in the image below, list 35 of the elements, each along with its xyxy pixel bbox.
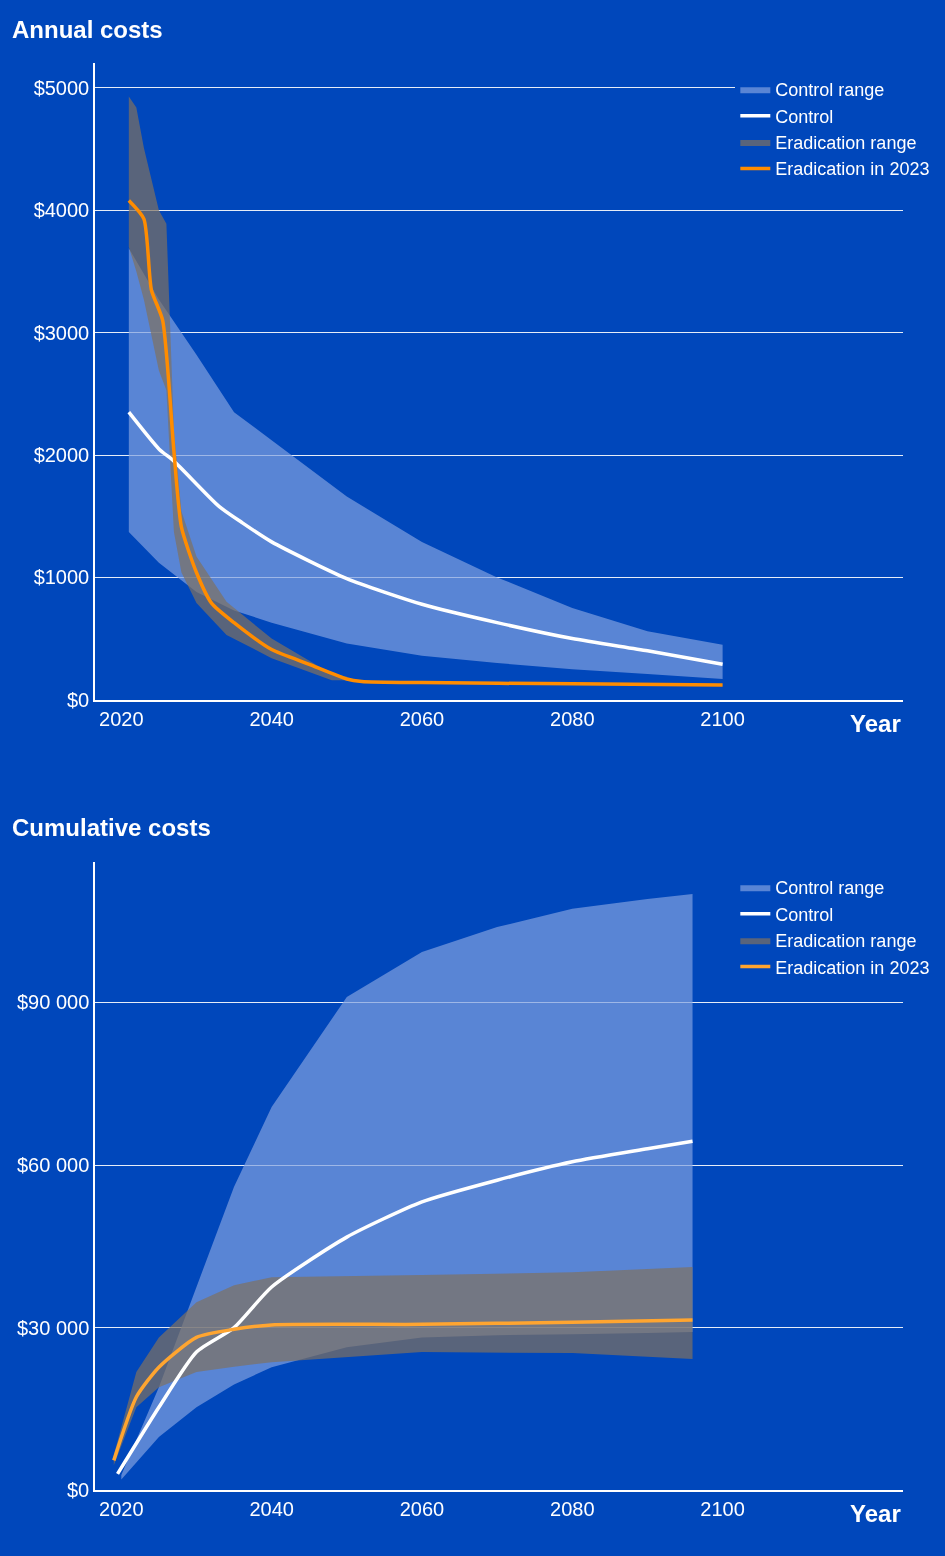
y-tick-label: $3000 xyxy=(33,321,90,344)
legend-label: Eradication range xyxy=(775,133,917,154)
x-tick-label: 2060 xyxy=(399,707,445,730)
legend-label: Control xyxy=(775,106,834,127)
y-tick-label: $0 xyxy=(67,688,90,711)
y-tick-label: $4000 xyxy=(33,199,90,222)
legend-label: Eradication in 2023 xyxy=(775,957,930,978)
legend-label: Eradication in 2023 xyxy=(775,159,930,180)
x-tick-label: 2080 xyxy=(550,1497,595,1520)
chart-title: Cumulative costs xyxy=(12,814,211,841)
y-tick-label: $2000 xyxy=(33,444,90,467)
y-tick-label: $60 000 xyxy=(16,1154,90,1177)
x-tick-label: 2100 xyxy=(700,1497,745,1520)
legend-label: Control range xyxy=(775,878,885,899)
line-series xyxy=(112,1318,695,1463)
y-tick-label: $0 xyxy=(67,1479,90,1502)
x-tick-label: 2040 xyxy=(249,1497,294,1520)
y-tick-label: $1000 xyxy=(33,566,90,589)
x-axis-title: Year xyxy=(850,710,901,737)
legend-label: Eradication range xyxy=(775,931,917,952)
y-tick-label: $90 000 xyxy=(16,991,90,1014)
x-tick-label: 2040 xyxy=(249,707,294,730)
x-tick-label: 2060 xyxy=(399,1497,445,1520)
x-tick-label: 2020 xyxy=(99,1497,144,1520)
legend-label: Control xyxy=(775,904,834,925)
y-tick-label: $30 000 xyxy=(16,1316,90,1339)
chart-title: Annual costs xyxy=(12,16,163,43)
x-axis-title: Year xyxy=(850,1500,901,1527)
line-series xyxy=(127,410,725,667)
x-tick-label: 2080 xyxy=(550,707,595,730)
x-tick-label: 2020 xyxy=(99,707,144,730)
line-series xyxy=(115,1139,695,1476)
y-tick-label: $5000 xyxy=(33,76,90,99)
legend-label: Control range xyxy=(775,80,885,101)
x-tick-label: 2100 xyxy=(700,707,745,730)
